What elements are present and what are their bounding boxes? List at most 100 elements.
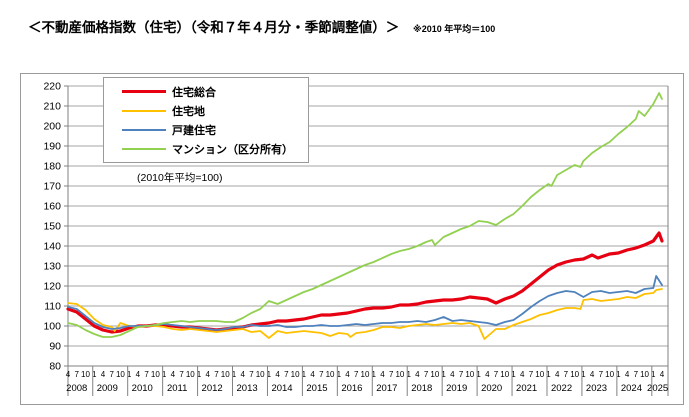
legend-label: 戸建住宅 [172, 124, 216, 137]
svg-text:200: 200 [43, 121, 61, 133]
svg-text:10: 10 [640, 370, 649, 379]
legend-item-residential-overall: 住宅総合 [122, 84, 308, 100]
svg-text:7: 7 [284, 370, 289, 379]
svg-text:4: 4 [485, 370, 490, 379]
svg-text:2011: 2011 [167, 383, 187, 394]
svg-text:2012: 2012 [202, 383, 223, 394]
svg-text:220: 220 [43, 81, 61, 93]
svg-text:1: 1 [92, 370, 97, 379]
svg-text:4: 4 [520, 370, 525, 379]
svg-text:1: 1 [546, 370, 551, 379]
svg-text:90: 90 [49, 341, 61, 353]
svg-text:1: 1 [197, 370, 202, 379]
svg-text:1: 1 [406, 370, 411, 379]
legend-item-detached-house: 戸建住宅 [122, 122, 308, 138]
svg-text:7: 7 [634, 370, 639, 379]
svg-text:140: 140 [43, 241, 61, 253]
svg-text:1: 1 [511, 370, 516, 379]
svg-text:190: 190 [43, 141, 61, 153]
svg-text:10: 10 [395, 370, 404, 379]
svg-text:10: 10 [81, 370, 90, 379]
svg-text:2017: 2017 [376, 383, 397, 394]
svg-text:4: 4 [310, 370, 315, 379]
svg-text:7: 7 [179, 370, 184, 379]
blue-line-swatch-icon [122, 128, 166, 131]
svg-text:1: 1 [302, 370, 307, 379]
svg-text:10: 10 [535, 370, 544, 379]
svg-text:1: 1 [267, 370, 272, 379]
page-title: ＜不動産価格指数（住宅）（令和７年４月分・季節調整値）＞ [28, 20, 400, 35]
svg-text:2016: 2016 [341, 383, 362, 394]
svg-text:2014: 2014 [271, 383, 292, 394]
svg-text:7: 7 [354, 370, 359, 379]
svg-text:1: 1 [337, 370, 342, 379]
svg-text:7: 7 [389, 370, 394, 379]
svg-text:10: 10 [256, 370, 265, 379]
svg-text:2025: 2025 [647, 383, 668, 394]
svg-text:2021: 2021 [516, 383, 537, 394]
svg-text:4: 4 [101, 370, 106, 379]
svg-text:4: 4 [380, 370, 385, 379]
svg-text:1: 1 [651, 370, 656, 379]
svg-text:7: 7 [459, 370, 464, 379]
svg-text:7: 7 [319, 370, 324, 379]
svg-text:10: 10 [570, 370, 579, 379]
svg-text:1: 1 [127, 370, 132, 379]
svg-text:1: 1 [232, 370, 237, 379]
svg-text:210: 210 [43, 101, 61, 113]
svg-text:4: 4 [660, 370, 665, 379]
svg-text:4: 4 [136, 370, 141, 379]
svg-text:150: 150 [43, 221, 61, 233]
svg-text:10: 10 [465, 370, 474, 379]
svg-text:7: 7 [424, 370, 429, 379]
svg-text:10: 10 [361, 370, 370, 379]
svg-text:7: 7 [249, 370, 254, 379]
legend-label: マンション（区分所有） [172, 143, 293, 156]
svg-text:4: 4 [450, 370, 455, 379]
svg-text:10: 10 [605, 370, 614, 379]
svg-text:2009: 2009 [97, 383, 118, 394]
svg-text:2023: 2023 [586, 383, 607, 394]
svg-text:170: 170 [43, 181, 61, 193]
legend-label: 住宅地 [172, 105, 205, 118]
svg-text:2022: 2022 [551, 383, 572, 394]
legend-item-condominium: マンション（区分所有） [122, 141, 308, 157]
svg-text:7: 7 [529, 370, 534, 379]
svg-text:10: 10 [500, 370, 509, 379]
svg-text:4: 4 [171, 370, 176, 379]
svg-text:4: 4 [345, 370, 350, 379]
svg-text:1: 1 [162, 370, 167, 379]
svg-text:160: 160 [43, 201, 61, 213]
yellow-line-swatch-icon [122, 109, 166, 112]
red-line-swatch-icon [122, 89, 166, 94]
legend-item-residential-land: 住宅地 [122, 103, 308, 119]
svg-text:100: 100 [43, 321, 61, 333]
green-line-swatch-icon [122, 147, 166, 150]
svg-text:7: 7 [109, 370, 114, 379]
svg-text:10: 10 [326, 370, 335, 379]
svg-text:10: 10 [291, 370, 300, 379]
svg-text:10: 10 [116, 370, 125, 379]
svg-text:7: 7 [494, 370, 499, 379]
svg-text:130: 130 [43, 261, 61, 273]
svg-text:2015: 2015 [306, 383, 327, 394]
svg-text:2010: 2010 [132, 383, 153, 394]
svg-text:110: 110 [44, 301, 61, 313]
svg-text:10: 10 [430, 370, 439, 379]
svg-text:120: 120 [43, 281, 61, 293]
svg-text:7: 7 [214, 370, 219, 379]
svg-text:2008: 2008 [66, 383, 87, 394]
title-note: ※2010 年平均＝100 [413, 24, 496, 34]
svg-text:7: 7 [75, 370, 80, 379]
svg-text:4: 4 [415, 370, 420, 379]
svg-text:2019: 2019 [446, 383, 467, 394]
svg-text:1: 1 [581, 370, 586, 379]
legend-label: 住宅総合 [172, 86, 216, 99]
svg-text:4: 4 [240, 370, 245, 379]
svg-text:4: 4 [590, 370, 595, 379]
svg-text:4: 4 [275, 370, 280, 379]
svg-text:1: 1 [616, 370, 621, 379]
svg-text:4: 4 [625, 370, 630, 379]
svg-text:180: 180 [43, 161, 61, 173]
